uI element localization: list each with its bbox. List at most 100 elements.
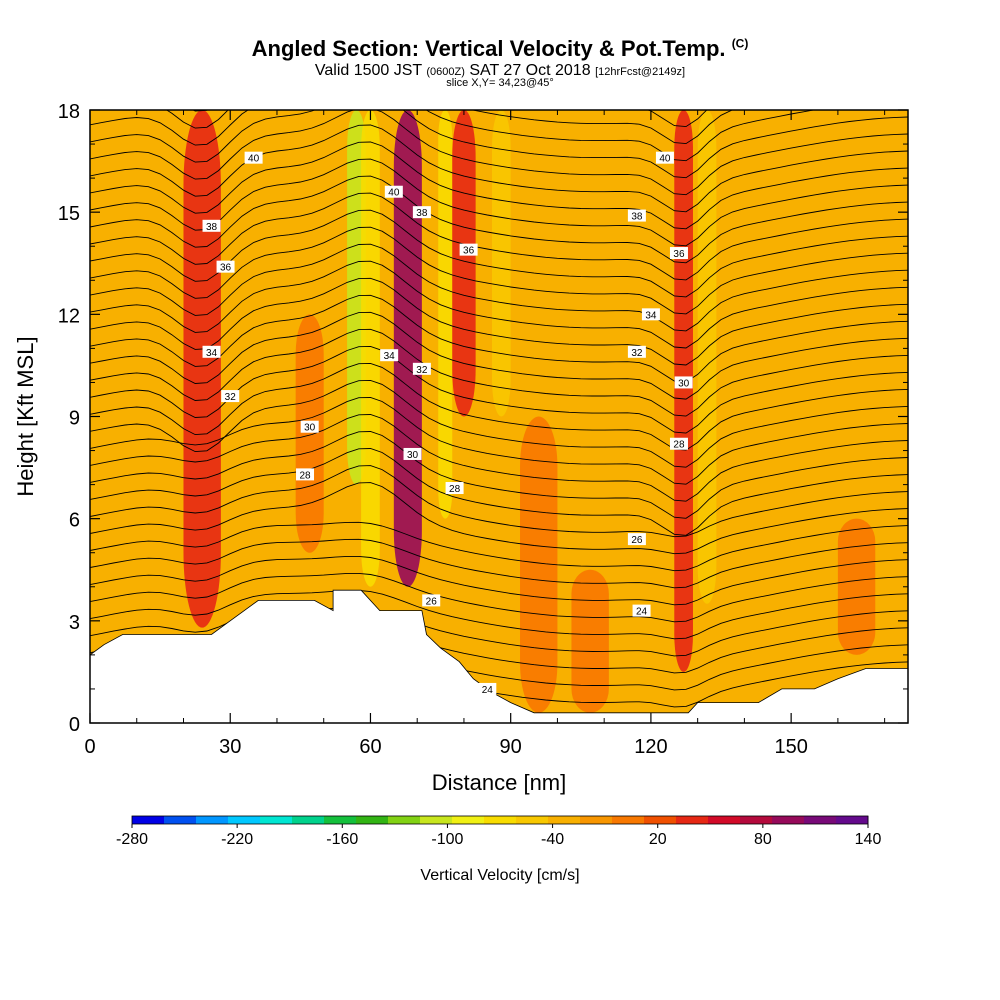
contour-label-bg (221, 390, 240, 403)
slice-line: slice X,Y= 34,23@45° (446, 77, 554, 89)
theta-contour-10 (90, 465, 908, 538)
colorbar-swatch (804, 816, 837, 824)
contour-label: 30 (407, 450, 419, 461)
contour-label-bg (478, 682, 497, 695)
contour-label-bg (669, 437, 688, 450)
theta-contour-15 (90, 379, 908, 468)
x-tick-label: 30 (219, 736, 241, 758)
y-tick-label: 18 (58, 101, 80, 123)
theta-contour-9 (90, 482, 908, 555)
contour-label-bg (422, 594, 441, 607)
contour-label-bg (403, 447, 422, 460)
contour-label: 40 (388, 188, 400, 199)
theta-contour-23 (90, 243, 908, 332)
theta-contour-33 (90, 110, 817, 162)
theta-contour-18 (90, 328, 908, 417)
x-tick-label: 0 (84, 736, 95, 758)
colorbar-swatch (260, 816, 293, 824)
contour-label: 34 (384, 351, 396, 362)
colorbar: -280 -220 -160 -100 -40 20 80 140 Vertical Veloc… (116, 815, 882, 884)
theta-contour-34 (165, 110, 734, 145)
contour-label: 36 (220, 263, 232, 274)
contour-label-bg (669, 247, 688, 260)
terrain-mask (90, 589, 908, 723)
valid-forecast: [12hrFcst@2149z] (595, 66, 686, 78)
theta-contour-14 (90, 397, 908, 485)
contour-label: 34 (645, 310, 657, 321)
colorbar-swatch (644, 816, 677, 824)
theta-contour-26 (90, 192, 908, 281)
colorbar-tick-label: 140 (855, 831, 882, 848)
valid-time-line: Valid 1500 JST (0600Z) SAT 27 Oct 2018 [… (0, 62, 1000, 80)
theta-contour-32 (90, 110, 908, 179)
velocity-band-7 (491, 110, 511, 417)
contour-label: 24 (482, 685, 494, 696)
x-tick-label: 120 (634, 736, 667, 758)
x-tick-label: 90 (500, 736, 522, 758)
theta-contour-22 (90, 260, 908, 349)
colorbar-swatch (708, 816, 741, 824)
contour-label: 36 (463, 246, 475, 257)
theta-contour-21 (90, 277, 908, 366)
contour-label: 28 (673, 440, 685, 451)
y-axis-title: Height [Kft MSL] (13, 336, 38, 496)
colorbar-swatch (772, 816, 805, 824)
y-tick-label: 3 (69, 612, 80, 634)
colorbar-swatch (836, 816, 869, 824)
colorbar-swatch (516, 816, 549, 824)
contour-label-bg (296, 468, 315, 481)
contour-label: 36 (673, 249, 685, 260)
colorbar-swatch (324, 816, 357, 824)
contour-label-bg (459, 243, 478, 256)
contour-label: 24 (636, 607, 648, 618)
contour-label: 30 (678, 378, 690, 389)
colorbar-swatch (452, 816, 485, 824)
contour-label-bg (674, 376, 693, 389)
y-tick-label: 0 (69, 714, 80, 736)
chart-title-text: Angled Section: Vertical Velocity & Pot.… (251, 36, 726, 61)
colorbar-swatch (388, 816, 421, 824)
colorbar-swatch (164, 816, 197, 824)
contour-label: 28 (449, 484, 461, 495)
valid-date: SAT 27 Oct 2018 (469, 62, 591, 79)
contour-labels: 40 38 36 34 32 30 28 40 38 36 34 32 30 28 26 24 40 38 36 34… (202, 151, 693, 696)
theta-contour-28 (90, 158, 908, 247)
colorbar-swatch (580, 816, 613, 824)
contour-label: 30 (304, 423, 316, 434)
colorbar-swatch (612, 816, 645, 824)
x-tick-label: 60 (359, 736, 381, 758)
theta-contour-24 (90, 226, 908, 315)
colorbar-swatch (484, 816, 517, 824)
contour-label: 38 (416, 208, 428, 219)
contour-label-bg (655, 151, 674, 164)
theta-contour-20 (90, 294, 908, 383)
theta-contour-31 (90, 110, 908, 196)
valid-prefix: Valid 1500 JST (314, 62, 422, 79)
theta-contour-6 (90, 555, 908, 606)
contour-label: 32 (225, 392, 237, 403)
colorbar-tick-label: -40 (541, 831, 564, 848)
x-axis-title: Distance [nm] (432, 770, 567, 795)
contour-label: 32 (416, 365, 428, 376)
colorbar-border (131, 815, 869, 825)
y-tick-label: 9 (69, 408, 80, 430)
contour-label: 28 (299, 470, 311, 481)
colorbar-swatch (196, 816, 229, 824)
y-tick-label: 15 (58, 203, 80, 225)
velocity-band-9 (571, 569, 609, 713)
colorbar-swatch (356, 816, 389, 824)
x-tick-label: 150 (774, 736, 807, 758)
theta-contour-27 (90, 175, 908, 264)
velocity-band-5 (438, 110, 453, 519)
y-tick-label: 6 (69, 510, 80, 532)
theta-contour-16 (90, 362, 908, 451)
valid-utc: (0600Z) (426, 66, 465, 78)
velocity-band-8 (520, 416, 558, 713)
theta-contour-5 (90, 572, 908, 623)
contour-label: 34 (206, 348, 218, 359)
colorbar-swatch (548, 816, 581, 824)
colorbar-swatch (740, 816, 773, 824)
colorbar-swatch (132, 816, 165, 824)
